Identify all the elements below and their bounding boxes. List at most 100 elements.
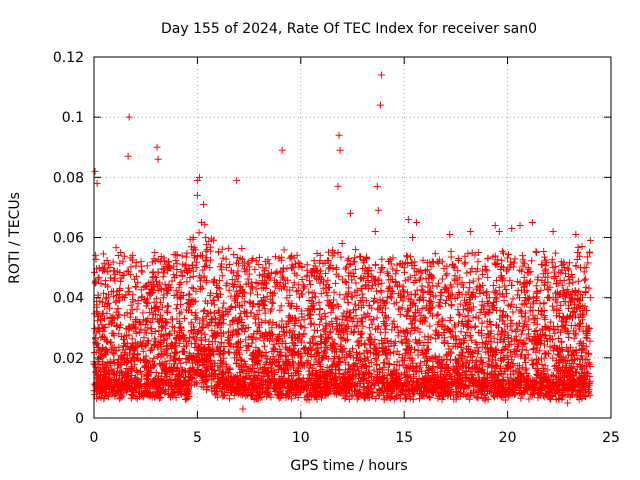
data-point bbox=[317, 276, 325, 284]
data-point bbox=[301, 324, 309, 332]
data-point bbox=[216, 324, 224, 332]
x-tick-label: 25 bbox=[602, 430, 620, 446]
data-point bbox=[202, 234, 210, 241]
data-point bbox=[233, 176, 241, 184]
data-point bbox=[175, 387, 183, 395]
data-point bbox=[235, 330, 243, 338]
data-point bbox=[413, 218, 421, 226]
x-tick-label: 5 bbox=[193, 430, 202, 446]
data-point bbox=[483, 288, 491, 296]
data-point bbox=[377, 71, 385, 79]
point-cloud-path bbox=[90, 221, 594, 404]
x-tick-label: 0 bbox=[90, 430, 99, 446]
data-point bbox=[549, 227, 557, 235]
data-point bbox=[450, 264, 458, 272]
data-point bbox=[127, 324, 135, 332]
data-point bbox=[433, 258, 441, 266]
y-axis-ticks: 0 0.02 0.04 0.06 0.08 0.1 0.12 bbox=[53, 50, 611, 427]
data-point bbox=[268, 324, 276, 332]
data-point bbox=[335, 131, 343, 139]
data-point bbox=[111, 315, 119, 323]
x-axis-ticks: 0 5 10 15 20 25 bbox=[90, 57, 620, 446]
data-point bbox=[574, 249, 582, 257]
data-point bbox=[334, 249, 342, 257]
data-point bbox=[293, 288, 301, 296]
data-point bbox=[96, 348, 104, 356]
data-point bbox=[466, 294, 474, 302]
data-point bbox=[336, 146, 344, 154]
data-point bbox=[93, 179, 101, 187]
data-point bbox=[338, 240, 346, 248]
data-point bbox=[502, 396, 510, 404]
data-point bbox=[91, 167, 99, 175]
data-point bbox=[164, 381, 172, 389]
data-point bbox=[377, 264, 385, 272]
data-points bbox=[90, 71, 594, 413]
data-point bbox=[115, 330, 123, 338]
data-point bbox=[276, 279, 284, 287]
data-point bbox=[586, 294, 594, 302]
data-point bbox=[150, 273, 158, 281]
data-point bbox=[371, 227, 379, 235]
data-point bbox=[524, 264, 532, 272]
data-point bbox=[481, 396, 489, 404]
data-point bbox=[326, 264, 334, 272]
data-point bbox=[140, 390, 148, 398]
data-point bbox=[388, 387, 396, 395]
data-point bbox=[278, 146, 286, 154]
data-point bbox=[376, 101, 384, 109]
y-tick-label: 0.06 bbox=[53, 231, 84, 247]
data-point bbox=[439, 390, 447, 398]
data-point bbox=[491, 294, 499, 302]
data-point bbox=[458, 279, 466, 287]
data-point bbox=[549, 264, 557, 272]
data-point bbox=[466, 227, 474, 235]
data-point bbox=[98, 264, 106, 272]
data-point bbox=[499, 264, 507, 272]
data-point bbox=[419, 381, 427, 389]
data-point bbox=[373, 182, 381, 190]
data-point bbox=[131, 339, 139, 347]
data-point bbox=[454, 375, 462, 383]
x-tick-label: 15 bbox=[395, 430, 413, 446]
y-tick-label: 0.04 bbox=[53, 291, 84, 307]
data-point bbox=[171, 324, 179, 332]
data-point bbox=[365, 264, 373, 272]
data-point bbox=[102, 294, 110, 302]
data-point bbox=[229, 318, 237, 326]
data-point bbox=[210, 279, 218, 287]
data-point bbox=[508, 224, 516, 232]
data-point bbox=[384, 270, 392, 278]
data-point bbox=[239, 405, 247, 413]
data-point bbox=[123, 309, 131, 317]
data-point bbox=[243, 309, 251, 317]
data-point bbox=[491, 221, 499, 229]
data-point bbox=[289, 384, 297, 392]
y-tick-label: 0.02 bbox=[53, 351, 84, 367]
data-point bbox=[374, 206, 382, 214]
data-point bbox=[138, 294, 146, 302]
data-point bbox=[533, 249, 541, 257]
data-point bbox=[351, 258, 359, 266]
data-point bbox=[164, 258, 172, 266]
data-point bbox=[392, 279, 400, 287]
data-point bbox=[342, 279, 350, 287]
data-point bbox=[195, 173, 203, 181]
data-point bbox=[125, 113, 133, 121]
data-point bbox=[153, 143, 161, 151]
data-point bbox=[144, 324, 152, 332]
data-point bbox=[541, 393, 549, 401]
data-point bbox=[309, 300, 317, 308]
data-point bbox=[193, 191, 201, 199]
data-point bbox=[154, 155, 162, 163]
data-point bbox=[107, 339, 115, 347]
data-point bbox=[557, 258, 565, 266]
data-point bbox=[425, 279, 433, 287]
data-point bbox=[355, 393, 363, 401]
y-axis-label: ROTI / TECUs bbox=[7, 192, 23, 284]
data-point bbox=[408, 234, 416, 241]
data-point bbox=[359, 294, 367, 302]
data-point bbox=[189, 234, 197, 241]
data-point bbox=[446, 230, 454, 238]
